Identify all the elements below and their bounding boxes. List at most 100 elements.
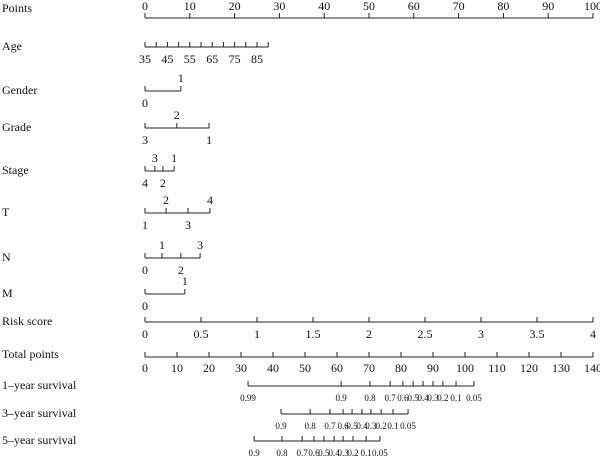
tick-label: 0.99: [240, 393, 256, 403]
tick-label: 0.7: [296, 448, 308, 458]
tick-label: 0.05: [400, 421, 416, 431]
tick-label: 2: [178, 263, 184, 277]
tick-label: 2: [160, 176, 166, 190]
tick-label: 35: [139, 52, 151, 66]
tick-label: 1: [206, 133, 212, 147]
tick-label: 3: [142, 133, 148, 147]
tick-label: 0.5: [318, 448, 330, 458]
tick-label: 0.6: [337, 421, 349, 431]
tick-label: 0: [142, 327, 148, 341]
tick-label: 0.3: [427, 393, 439, 403]
row-label: N: [2, 250, 11, 264]
tick-label: 0.2: [376, 421, 387, 431]
row-label: 5–year survival: [2, 433, 77, 447]
tick-label: 120: [520, 361, 538, 375]
tick-label: 0: [142, 0, 148, 13]
row-label: M: [2, 286, 13, 300]
row-label: Grade: [2, 120, 31, 134]
row-label: 3–year survival: [2, 406, 77, 420]
tick-label: 10: [171, 361, 183, 375]
tick-label: 3.5: [530, 327, 545, 341]
tick-label: 0.6: [308, 448, 320, 458]
tick-label: 80: [395, 361, 407, 375]
tick-label: 100: [584, 0, 600, 13]
tick-label: 65: [206, 52, 218, 66]
tick-label: 0.5: [194, 327, 209, 341]
tick-label: 30: [235, 361, 247, 375]
tick-label: 2: [174, 108, 180, 122]
tick-label: 90: [427, 361, 439, 375]
tick-label: 0.8: [276, 448, 288, 458]
tick-label: 60: [331, 361, 343, 375]
tick-label: 0.05: [372, 448, 388, 458]
tick-label: 0.6: [397, 393, 409, 403]
tick-label: 4: [590, 327, 596, 341]
tick-label: 1: [159, 238, 165, 252]
tick-label: 130: [552, 361, 570, 375]
tick-label: 45: [161, 52, 173, 66]
tick-label: 0.2: [437, 393, 448, 403]
tick-label: 0: [142, 299, 148, 313]
tick-label: 60: [408, 0, 420, 13]
tick-label: 40: [267, 361, 279, 375]
tick-label: 0: [142, 361, 148, 375]
tick-label: 110: [488, 361, 506, 375]
tick-label: 30: [273, 0, 285, 13]
tick-label: 1.5: [306, 327, 321, 341]
tick-label: 1: [171, 151, 177, 165]
tick-label: 90: [542, 0, 554, 13]
row-label: Points: [2, 1, 32, 15]
tick-label: 1: [182, 274, 188, 288]
tick-label: 140: [584, 361, 600, 375]
tick-label: 0.7: [324, 421, 336, 431]
tick-label: 2: [163, 193, 169, 207]
tick-label: 0.9: [336, 393, 348, 403]
tick-label: 3: [152, 151, 158, 165]
tick-label: 0.8: [364, 393, 376, 403]
tick-label: 0.1: [387, 421, 398, 431]
tick-label: 1: [178, 71, 184, 85]
tick-label: 10: [184, 0, 196, 13]
tick-label: 2.5: [418, 327, 433, 341]
tick-label: 50: [299, 361, 311, 375]
tick-label: 20: [203, 361, 215, 375]
tick-label: 0: [142, 96, 148, 110]
tick-label: 0.8: [304, 421, 316, 431]
tick-label: 80: [497, 0, 509, 13]
tick-label: 2: [366, 327, 372, 341]
tick-label: 0.1: [450, 393, 461, 403]
tick-label: 0.4: [356, 421, 368, 431]
tick-label: 55: [184, 52, 196, 66]
tick-label: 1: [142, 218, 148, 232]
tick-label: 0.3: [337, 448, 349, 458]
tick-label: 4: [142, 176, 148, 190]
tick-label: 20: [229, 0, 241, 13]
tick-label: 4: [207, 193, 213, 207]
tick-label: 3: [478, 327, 484, 341]
tick-label: 85: [251, 52, 263, 66]
tick-label: 0.4: [328, 448, 340, 458]
row-label: Age: [2, 39, 22, 53]
tick-label: 40: [318, 0, 330, 13]
tick-label: 75: [229, 52, 241, 66]
tick-label: 3: [197, 238, 203, 252]
tick-label: 70: [363, 361, 375, 375]
row-label: Risk score: [2, 314, 52, 328]
row-label: T: [2, 205, 10, 219]
tick-label: 1: [254, 327, 260, 341]
tick-label: 0.2: [347, 448, 358, 458]
tick-label: 3: [185, 218, 191, 232]
tick-label: 0.9: [248, 448, 260, 458]
row-label: Stage: [2, 163, 29, 177]
tick-label: 0.7: [384, 393, 396, 403]
tick-label: 70: [453, 0, 465, 13]
tick-label: 0.5: [346, 421, 358, 431]
tick-label: 0.9: [275, 421, 287, 431]
tick-label: 0.05: [466, 393, 482, 403]
tick-label: 0.1: [360, 448, 371, 458]
row-label: Gender: [2, 83, 37, 97]
tick-label: 0.3: [365, 421, 377, 431]
row-label: Total points: [2, 347, 59, 361]
row-label: 1–year survival: [2, 378, 77, 392]
